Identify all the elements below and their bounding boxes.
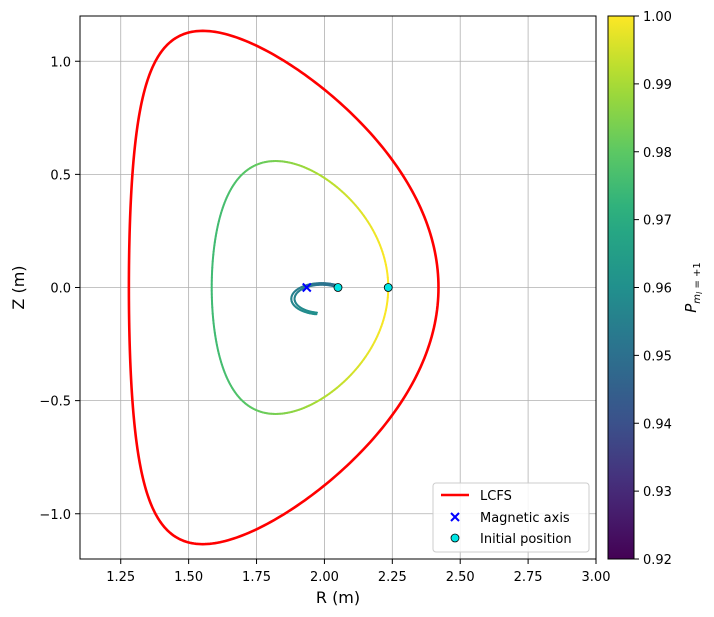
axis-ticks: 1.25 1.50 1.75 2.00 2.25 2.50 2.75 3.00 −1.0 −0.5… [39, 55, 610, 585]
colorbar: 0.92 0.93 0.94 0.95 0.96 0.97 0.98 0.99 1.00 Pml … [607, 10, 704, 568]
legend: LCFS Magnetic axis Initial position [432, 482, 590, 553]
x-tick-label: 2.75 [514, 570, 543, 585]
initial-position-marker [333, 283, 343, 292]
legend-initial-swatch [450, 533, 460, 543]
x-tick-label: 1.50 [174, 570, 203, 585]
x-tick-label: 2.00 [310, 570, 339, 585]
colorbar-tick-label: 1.00 [643, 10, 672, 25]
x-tick-label: 1.25 [106, 570, 135, 585]
colorbar-tick-label: 0.94 [643, 417, 672, 432]
lcfs-line [127, 29, 440, 546]
x-tick-label: 2.50 [446, 570, 475, 585]
y-tick-label: 1.0 [50, 55, 71, 70]
colorbar-tick-label: 0.99 [643, 78, 672, 93]
colorbar-gradient [607, 15, 635, 560]
x-axis-label: R (m) [316, 588, 360, 607]
legend-axis-swatch [450, 512, 460, 522]
colorbar-tick-label: 0.95 [643, 349, 672, 364]
y-tick-label: 0.0 [50, 282, 71, 297]
x-tick-label: 1.75 [242, 570, 271, 585]
y-axis-label: Z (m) [9, 265, 28, 309]
initial-position-marker [383, 283, 393, 292]
colorbar-tick-label: 0.98 [643, 146, 672, 161]
legend-label: Initial position [480, 532, 572, 547]
x-tick-label: 2.25 [378, 570, 407, 585]
colorbar-tick-label: 0.97 [643, 214, 672, 229]
legend-label: LCFS [480, 489, 512, 504]
y-tick-label: −0.5 [39, 395, 71, 410]
colorbar-tick-label: 0.92 [643, 553, 672, 568]
y-tick-label: 0.5 [50, 168, 71, 183]
magnetic-axis-marker [302, 282, 312, 293]
colorbar-tick-label: 0.96 [643, 282, 672, 297]
y-tick-label: −1.0 [39, 508, 71, 523]
curves [127, 29, 440, 546]
colorbar-tick-label: 0.93 [643, 485, 672, 500]
legend-label: Magnetic axis [480, 511, 570, 526]
colorbar-label: Pml = +1 [682, 262, 704, 313]
x-tick-label: 3.00 [582, 570, 611, 585]
legend-box [432, 482, 590, 553]
